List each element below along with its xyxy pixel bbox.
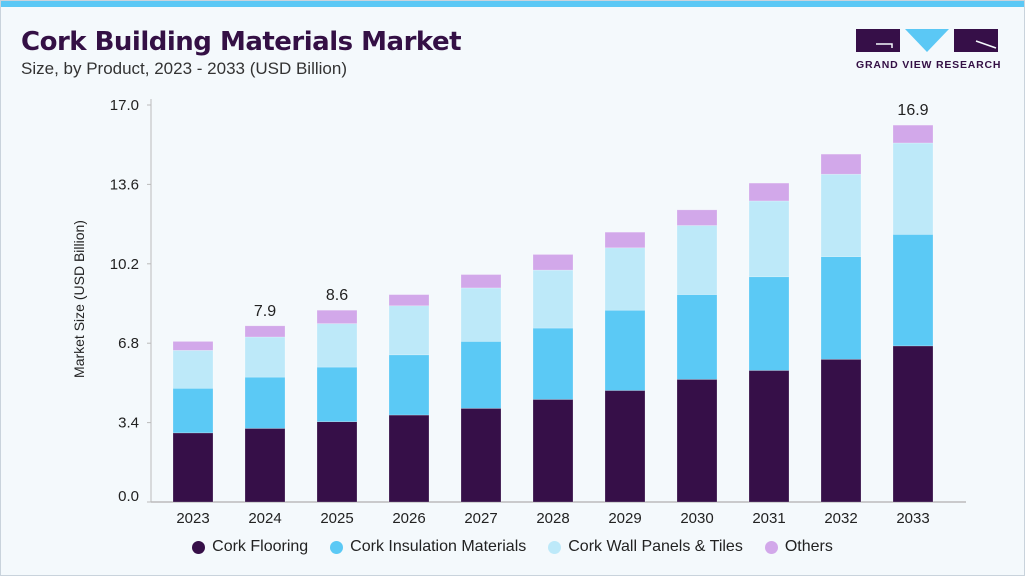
x-tick-label: 2027 [464, 510, 497, 527]
bar-segment-cork-insulation-materials-2029 [604, 309, 646, 391]
bar-segment-cork-flooring-2023 [172, 432, 214, 503]
bar-segment-cork-wall-panels-tiles-2023 [172, 350, 214, 389]
legend-item: Others [764, 538, 833, 556]
bar-segment-cork-insulation-materials-2024 [244, 376, 286, 429]
x-tick-label: 2023 [176, 510, 209, 527]
legend-item: Cork Insulation Materials [330, 538, 526, 556]
bar-segment-cork-wall-panels-tiles-2026 [388, 305, 430, 356]
bar-segment-others-2028 [532, 254, 574, 271]
legend-swatch-icon [764, 540, 778, 554]
bar-segment-cork-wall-panels-tiles-2028 [532, 269, 574, 329]
x-tick-label: 2028 [536, 510, 569, 527]
legend-label: Others [784, 538, 833, 555]
data-label-2025: 8.6 [326, 287, 348, 304]
legend-item: Cork Wall Panels & Tiles [548, 538, 743, 556]
y-tick-label: 3.4 [118, 415, 139, 432]
legend-item: Cork Flooring [192, 538, 308, 556]
bar-segment-cork-wall-panels-tiles-2033 [892, 142, 934, 235]
y-tick-label: 13.6 [110, 176, 139, 193]
y-tick-label: 0.0 [118, 488, 139, 505]
bar-segment-cork-flooring-2028 [532, 399, 574, 503]
y-tick-label: 6.8 [118, 335, 139, 352]
bar-segment-cork-insulation-materials-2028 [532, 327, 574, 400]
bar-segment-others-2031 [748, 182, 790, 202]
y-tick-label: 17.0 [110, 97, 139, 114]
bar-segment-cork-insulation-materials-2026 [388, 354, 430, 416]
bar-segment-others-2029 [604, 231, 646, 249]
bar-segment-cork-flooring-2032 [820, 358, 862, 503]
bar-segment-others-2032 [820, 153, 862, 175]
bar-segment-cork-wall-panels-tiles-2031 [748, 200, 790, 278]
bar-segment-cork-insulation-materials-2030 [676, 294, 718, 380]
bar-segment-cork-wall-panels-tiles-2032 [820, 173, 862, 258]
legend-label: Cork Wall Panels & Tiles [568, 538, 743, 555]
x-tick-label: 2025 [320, 510, 353, 527]
bar-segment-cork-insulation-materials-2025 [316, 366, 358, 423]
x-tick-label: 2024 [248, 510, 281, 527]
legend-swatch-icon [548, 540, 562, 554]
bar-segment-cork-wall-panels-tiles-2025 [316, 323, 358, 368]
grand-view-research-logo: GRAND VIEW RESEARCH [856, 29, 1001, 71]
bar-segment-cork-flooring-2030 [676, 379, 718, 503]
x-tick-label: 2033 [896, 510, 929, 527]
bar-segment-cork-flooring-2033 [892, 345, 934, 503]
legend-swatch-icon [330, 540, 344, 554]
bar-segment-cork-insulation-materials-2031 [748, 276, 790, 371]
x-tick-label: 2031 [752, 510, 785, 527]
bar-segment-cork-flooring-2027 [460, 408, 502, 503]
logo-mark-icon [856, 29, 998, 52]
bar-segment-others-2024 [244, 325, 286, 338]
bar-segment-cork-insulation-materials-2032 [820, 256, 862, 360]
bar-segment-others-2033 [892, 124, 934, 144]
bar-segment-cork-flooring-2025 [316, 421, 358, 503]
data-label-2033: 16.9 [897, 102, 928, 119]
bar-segment-cork-flooring-2029 [604, 390, 646, 503]
bar-segment-others-2030 [676, 209, 718, 226]
x-tick-label: 2026 [392, 510, 425, 527]
logo-text: GRAND VIEW RESEARCH [856, 59, 1002, 71]
accent-bar [1, 1, 1024, 7]
legend-label: Cork Insulation Materials [350, 538, 527, 555]
bar-segment-cork-flooring-2031 [748, 370, 790, 503]
x-tick-label: 2030 [680, 510, 713, 527]
bar-segment-others-2026 [388, 294, 430, 307]
chart-subtitle: Size, by Product, 2023 - 2033 (USD Billi… [21, 59, 347, 78]
bar-segment-others-2027 [460, 274, 502, 289]
y-tick-label: 10.2 [110, 256, 139, 273]
legend: Cork Flooring Cork Insulation Materials Co… [1, 538, 1024, 556]
bar-segment-cork-wall-panels-tiles-2029 [604, 247, 646, 311]
bar-segment-cork-insulation-materials-2027 [460, 341, 502, 409]
x-tick-label: 2029 [608, 510, 641, 527]
legend-swatch-icon [192, 540, 206, 554]
bar-segment-cork-insulation-materials-2023 [172, 387, 214, 434]
chart-title: Cork Building Materials Market [21, 27, 462, 57]
bar-segment-others-2025 [316, 309, 358, 324]
bar-segment-cork-wall-panels-tiles-2024 [244, 336, 286, 378]
x-tick-label: 2032 [824, 510, 857, 527]
bar-segment-others-2023 [172, 341, 214, 351]
bar-segment-cork-insulation-materials-2033 [892, 234, 934, 347]
bar-segment-cork-wall-panels-tiles-2027 [460, 287, 502, 342]
data-label-2024: 7.9 [254, 303, 276, 320]
bar-segment-cork-wall-panels-tiles-2030 [676, 225, 718, 295]
legend-label: Cork Flooring [212, 538, 309, 555]
bar-segment-cork-flooring-2024 [244, 428, 286, 503]
bar-segment-cork-flooring-2026 [388, 414, 430, 503]
